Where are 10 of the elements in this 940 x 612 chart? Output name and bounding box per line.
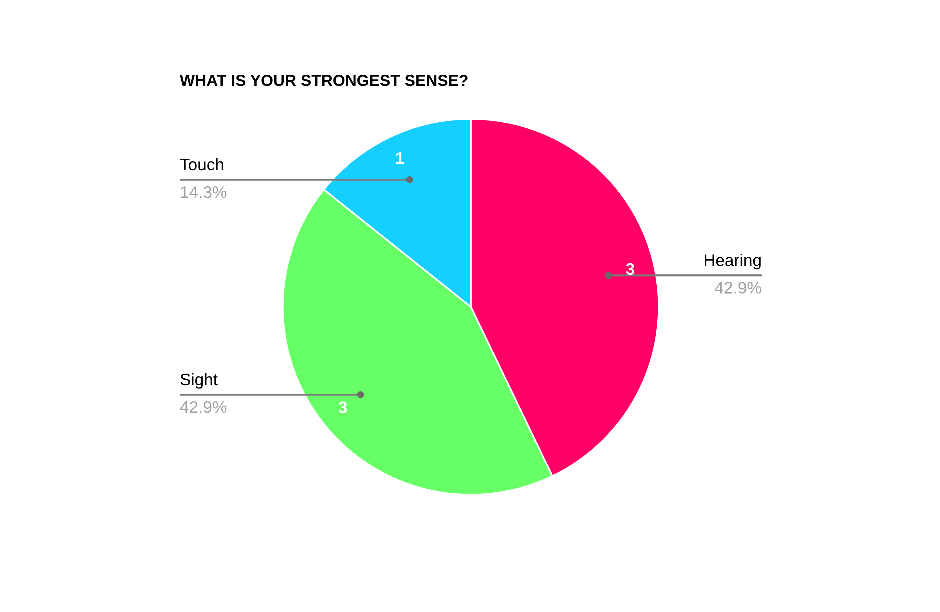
text: 42.9%: [715, 282, 762, 294]
data-label: 3: [338, 402, 348, 414]
text: 42.9%: [180, 401, 227, 414]
slice-label: Touch: [180, 158, 224, 171]
slice-label: Sight: [180, 373, 218, 389]
data-label: 3: [626, 263, 634, 276]
data-label: 1: [396, 152, 404, 164]
chart-title: WHAT IS YOUR STRONGEST SENSE?: [180, 74, 468, 86]
text: 14.3%: [181, 186, 227, 198]
slice-label: Hearing: [705, 254, 761, 270]
